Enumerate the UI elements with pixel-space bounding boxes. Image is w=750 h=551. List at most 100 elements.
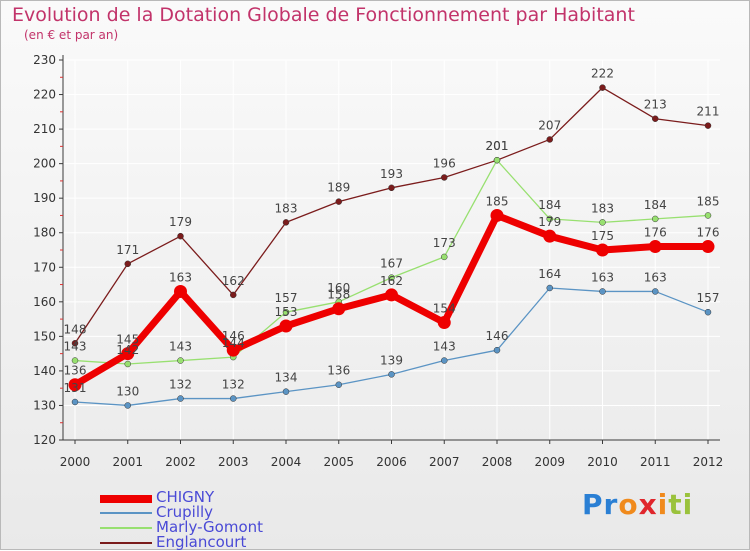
data-label-marly-gomont: 183 xyxy=(591,201,614,215)
data-point-chigny xyxy=(279,319,293,333)
data-point-englancourt xyxy=(704,122,712,129)
y-tick-label: 190 xyxy=(33,191,56,205)
data-label-chigny: 158 xyxy=(327,288,350,302)
data-label-crupilly: 139 xyxy=(380,353,403,367)
data-point-marly-gomont xyxy=(124,360,131,368)
data-point-chigny xyxy=(174,284,187,298)
y-tick-label: 140 xyxy=(33,364,56,378)
x-tick-label: 2009 xyxy=(534,455,565,469)
data-label-crupilly: 130 xyxy=(116,384,139,398)
data-point-marly-gomont xyxy=(282,308,290,316)
data-point-crupilly xyxy=(493,346,501,354)
y-tick-label: 210 xyxy=(33,122,56,136)
data-point-crupilly xyxy=(546,284,553,292)
data-label-marly-gomont: 185 xyxy=(697,194,720,208)
data-label-crupilly: 164 xyxy=(538,267,561,281)
data-label-marly-gomont: 184 xyxy=(538,198,561,212)
data-point-crupilly xyxy=(599,288,606,295)
data-label-englancourt: 211 xyxy=(697,105,720,119)
x-tick-label: 2000 xyxy=(60,455,91,469)
data-label-marly-gomont: 144 xyxy=(222,336,245,350)
legend-swatch xyxy=(100,512,152,514)
x-tick-label: 2010 xyxy=(587,455,618,469)
legend-label: Crupilly xyxy=(156,503,214,521)
data-label-chigny: 176 xyxy=(644,226,667,240)
data-label-englancourt: 207 xyxy=(538,118,561,132)
data-point-crupilly xyxy=(71,398,79,406)
data-point-crupilly xyxy=(177,395,184,402)
data-point-englancourt xyxy=(230,291,237,299)
data-point-marly-gomont xyxy=(441,253,448,261)
y-tick-label: 180 xyxy=(33,226,56,240)
data-point-crupilly xyxy=(230,395,237,402)
data-label-chigny: 146 xyxy=(222,329,245,343)
data-label-marly-gomont: 157 xyxy=(275,291,298,305)
data-point-chigny xyxy=(490,208,504,222)
data-point-marly-gomont xyxy=(71,357,79,364)
y-tick-label: 130 xyxy=(33,398,56,412)
data-label-chigny: 136 xyxy=(64,364,87,378)
y-tick-label: 170 xyxy=(33,260,56,274)
data-label-englancourt: 213 xyxy=(644,98,667,112)
data-point-marly-gomont xyxy=(177,357,184,364)
data-point-chigny xyxy=(226,343,240,357)
legend-label: CHIGNY xyxy=(156,488,215,506)
data-point-englancourt xyxy=(546,136,553,143)
data-point-crupilly xyxy=(704,308,712,316)
data-point-crupilly xyxy=(335,381,342,388)
data-label-chigny: 162 xyxy=(380,274,403,288)
data-point-chigny xyxy=(701,240,715,254)
data-point-chigny xyxy=(437,316,451,330)
data-point-englancourt xyxy=(652,115,659,122)
data-point-englancourt xyxy=(282,219,290,226)
data-point-englancourt xyxy=(388,184,395,192)
data-point-marly-gomont xyxy=(704,212,712,219)
data-point-englancourt xyxy=(441,174,448,181)
data-label-englancourt: 183 xyxy=(275,201,298,215)
x-tick-label: 2003 xyxy=(218,455,249,469)
data-label-englancourt: 171 xyxy=(116,243,139,257)
data-label-crupilly: 143 xyxy=(433,340,456,354)
x-tick-label: 2011 xyxy=(640,455,671,469)
legend-label: Marly-Gomont xyxy=(156,518,264,536)
data-label-marly-gomont: 184 xyxy=(644,198,667,212)
data-label-crupilly: 132 xyxy=(169,378,192,392)
data-label-chigny: 185 xyxy=(486,194,509,208)
x-tick-label: 2012 xyxy=(693,455,724,469)
y-tick-label: 200 xyxy=(33,157,56,171)
data-point-englancourt xyxy=(599,84,606,91)
y-tick-label: 150 xyxy=(33,329,56,343)
data-label-marly-gomont: 160 xyxy=(327,281,350,295)
data-label-englancourt: 189 xyxy=(327,181,350,195)
data-label-englancourt: 179 xyxy=(169,215,192,229)
x-tick-label: 2005 xyxy=(323,455,354,469)
data-label-englancourt: 148 xyxy=(64,322,87,336)
data-point-marly-gomont xyxy=(493,156,501,164)
data-label-marly-gomont: 201 xyxy=(486,139,509,153)
x-tick-label: 2006 xyxy=(376,455,407,469)
data-label-chigny: 176 xyxy=(697,226,720,240)
data-label-marly-gomont: 167 xyxy=(380,257,403,271)
x-tick-label: 2008 xyxy=(482,455,513,469)
data-label-englancourt: 193 xyxy=(380,167,403,181)
y-tick-label: 230 xyxy=(33,53,56,67)
data-point-chigny xyxy=(332,302,346,316)
data-label-englancourt: 196 xyxy=(433,156,456,170)
data-label-crupilly: 146 xyxy=(486,329,509,343)
data-point-englancourt xyxy=(71,340,79,347)
data-label-englancourt: 201 xyxy=(486,139,509,153)
data-label-englancourt: 222 xyxy=(591,67,614,81)
data-point-chigny xyxy=(648,240,662,254)
y-tick-label: 160 xyxy=(33,295,56,309)
data-point-marly-gomont xyxy=(599,219,606,226)
chart-subtitle: (en € et par an) xyxy=(24,28,119,42)
data-label-crupilly: 131 xyxy=(64,381,87,395)
data-label-crupilly: 132 xyxy=(222,378,245,392)
data-label-crupilly: 157 xyxy=(697,291,720,305)
data-point-chigny xyxy=(596,243,609,257)
data-point-chigny xyxy=(121,347,135,361)
legend-label: Englancourt xyxy=(156,533,247,551)
data-label-crupilly: 134 xyxy=(275,371,298,385)
x-tick-label: 2002 xyxy=(165,455,196,469)
